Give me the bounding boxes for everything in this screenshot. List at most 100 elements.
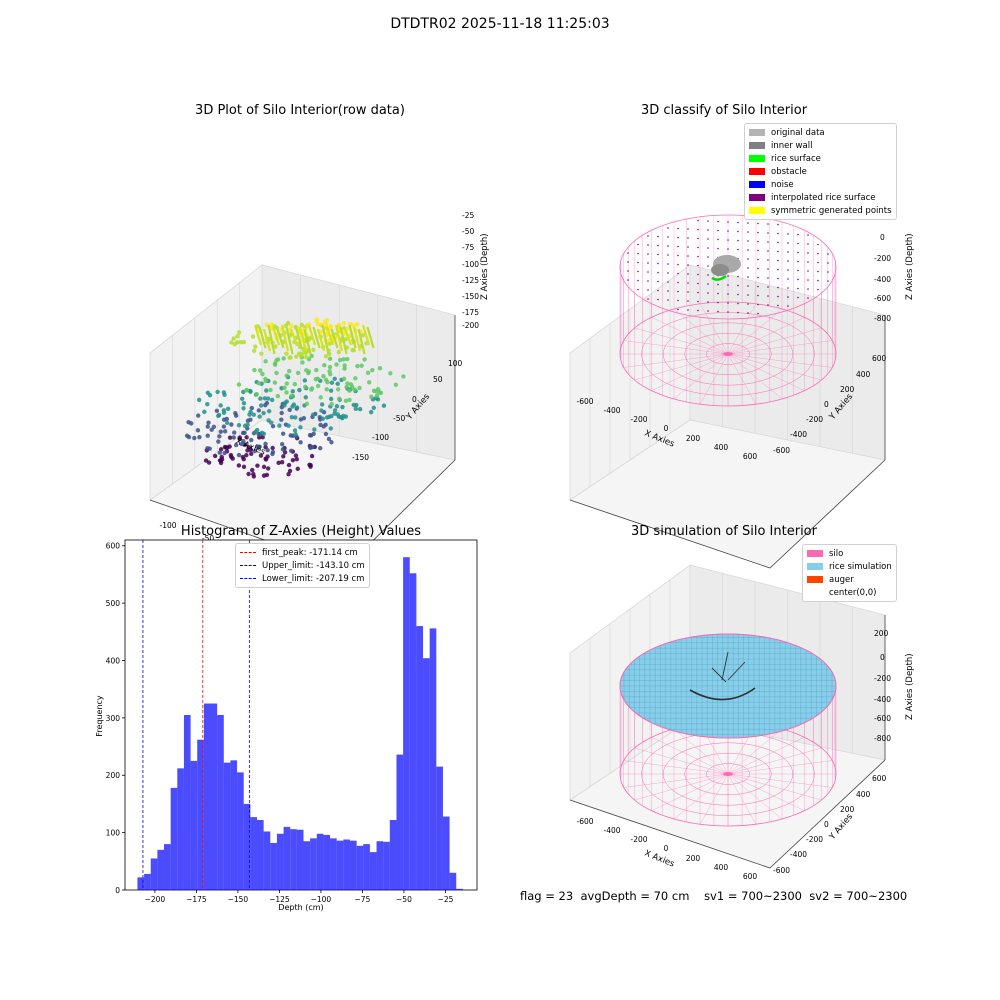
- interpolated-point: [737, 221, 739, 224]
- silo-center-marker: [723, 352, 733, 356]
- scatter-point: [341, 320, 347, 326]
- scatter-point: [289, 415, 295, 420]
- histogram-bar: [349, 840, 357, 890]
- scatter-point: [255, 463, 260, 468]
- histogram-bar: [376, 841, 384, 890]
- scatter-point: [373, 389, 379, 394]
- interpolated-point: [677, 263, 679, 266]
- scatter-point: [336, 349, 341, 355]
- interpolated-point: [637, 243, 639, 246]
- sim-zlabel: Z Axies (Depth): [905, 653, 915, 720]
- interpolated-point: [757, 294, 759, 297]
- legend-label: original data: [771, 127, 825, 138]
- histogram-bar: [296, 829, 304, 890]
- scatter-point: [311, 347, 316, 352]
- scatter-point: [274, 370, 279, 376]
- interpolated-point: [777, 295, 779, 298]
- figure-title: DTDTR02 2025-11-18 11:25:03: [390, 16, 610, 32]
- scatter-point: [328, 396, 334, 402]
- sim-xlabel: X Axies: [643, 849, 676, 870]
- interpolated-point: [727, 230, 729, 232]
- scatter-point: [369, 394, 374, 400]
- scatter-ray: [298, 326, 308, 352]
- histogram-bar: [449, 872, 457, 890]
- scatter-point: [256, 381, 261, 386]
- scatter-ray: [267, 324, 276, 355]
- cls-ztick: -200: [874, 254, 891, 263]
- scatter-point: [347, 388, 352, 393]
- silo-base-spoke: [651, 773, 729, 811]
- interpolated-point: [817, 288, 819, 291]
- scatter-point: [303, 350, 309, 355]
- interpolated-point: [717, 310, 719, 313]
- sim-xtick: 400: [714, 863, 729, 872]
- interpolated-point: [677, 272, 679, 275]
- sim-ytick: 0: [824, 820, 829, 829]
- cls-ztick: -400: [874, 275, 891, 284]
- interpolated-point: [737, 302, 739, 305]
- interpolated-point: [667, 236, 669, 238]
- interpolated-point: [737, 284, 739, 287]
- interpolated-point: [717, 301, 719, 304]
- interpolated-point: [737, 275, 739, 278]
- scatter-point: [313, 377, 319, 382]
- interpolated-point: [777, 250, 779, 253]
- interpolated-point: [707, 229, 709, 231]
- scatter-point: [355, 363, 360, 369]
- raw-ytick: 100: [448, 359, 463, 368]
- scatter-point: [265, 448, 270, 453]
- interpolated-point: [767, 250, 769, 252]
- scatter-point: [288, 448, 294, 453]
- scatter-point: [241, 406, 246, 411]
- silo-base-spoke: [673, 353, 729, 400]
- scatter-point: [327, 341, 332, 346]
- interpolated-point: [627, 252, 629, 254]
- silo-base-spoke: [623, 773, 729, 788]
- scatter-point: [205, 424, 210, 429]
- interpolated-point: [657, 244, 659, 247]
- cls-zlabel: Z Axies (Depth): [905, 233, 915, 300]
- scatter-point: [257, 368, 263, 373]
- scatter-point: [365, 370, 371, 375]
- interpolated-point: [697, 264, 699, 267]
- scatter-ray: [348, 324, 357, 349]
- scatter-point: [232, 430, 237, 435]
- interpolated-point: [807, 270, 809, 272]
- scatter-point: [314, 317, 320, 322]
- raw-ytick: 0: [412, 395, 417, 404]
- interpolated-point: [757, 222, 759, 225]
- silo-base-spoke: [727, 760, 833, 775]
- scatter-point: [345, 356, 350, 362]
- scatter-ray: [330, 328, 339, 349]
- scatter-point: [276, 460, 281, 466]
- scatter-point: [270, 445, 275, 451]
- scatter-point: [205, 433, 210, 438]
- interpolated-point: [727, 275, 729, 277]
- interpolated-point: [657, 280, 659, 283]
- cls-ytick: -600: [773, 446, 790, 455]
- silo-base-spoke: [699, 353, 729, 405]
- interpolated-point: [827, 280, 829, 282]
- interpolated-point: [807, 261, 809, 263]
- silo-center-marker: [723, 772, 733, 776]
- interpolated-point: [647, 244, 649, 246]
- interpolated-point: [747, 222, 749, 224]
- legend-swatch: [749, 168, 765, 175]
- scatter-point: [241, 464, 247, 469]
- cls-xtick: -600: [576, 397, 593, 406]
- scatter-point: [297, 387, 302, 393]
- scatter-point: [323, 354, 329, 359]
- scatter-point: [288, 433, 293, 438]
- scatter-point: [321, 374, 326, 379]
- inner-wall-blob: [711, 264, 729, 276]
- scatter-point: [252, 367, 257, 373]
- cls-ztick: 0: [880, 233, 885, 242]
- interpolated-point: [697, 291, 699, 294]
- scatter-point: [318, 395, 323, 400]
- auger: [689, 651, 756, 701]
- scatter-point: [328, 324, 334, 329]
- interpolated-point: [647, 262, 649, 264]
- interpolated-point: [787, 242, 789, 244]
- histogram-bar: [283, 826, 291, 890]
- interpolated-point: [687, 309, 689, 311]
